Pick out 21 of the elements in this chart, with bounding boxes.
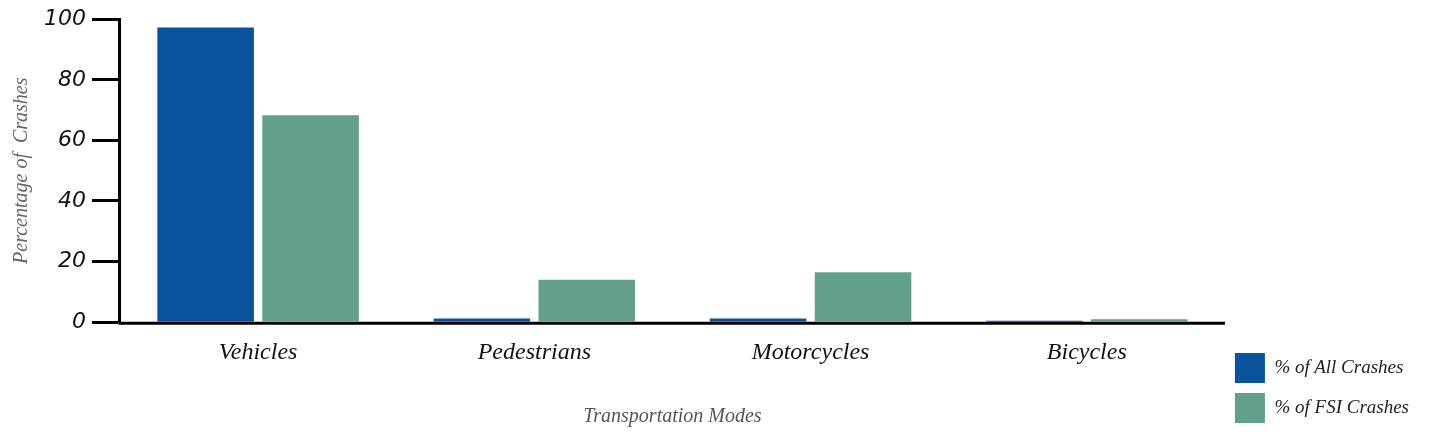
legend-label: % of FSI Crashes bbox=[1274, 396, 1409, 417]
y-axis-title: Percentage of Crashes bbox=[9, 77, 33, 265]
bar bbox=[1091, 319, 1188, 322]
legend-label: % of All Crashes bbox=[1274, 356, 1404, 377]
y-tick-label: 40 bbox=[57, 186, 86, 212]
x-tick-label: Bicycles bbox=[1046, 337, 1127, 364]
x-tick-label: Motorcycles bbox=[750, 337, 870, 364]
x-tick-label: Vehicles bbox=[218, 337, 298, 364]
bar bbox=[709, 318, 807, 322]
y-tick-label: 80 bbox=[57, 65, 86, 91]
bar bbox=[157, 27, 254, 322]
y-tick-label: 60 bbox=[57, 126, 86, 152]
bar bbox=[814, 272, 912, 322]
bar bbox=[433, 318, 531, 322]
bar bbox=[538, 279, 636, 322]
bar bbox=[262, 115, 359, 322]
y-tick-label: 0 bbox=[71, 307, 86, 333]
y-tick-label: 20 bbox=[57, 247, 86, 273]
x-tick-label: Pedestrians bbox=[476, 337, 591, 364]
y-tick-label: 100 bbox=[43, 4, 86, 30]
x-axis-title: Transportation Modes bbox=[583, 404, 762, 428]
